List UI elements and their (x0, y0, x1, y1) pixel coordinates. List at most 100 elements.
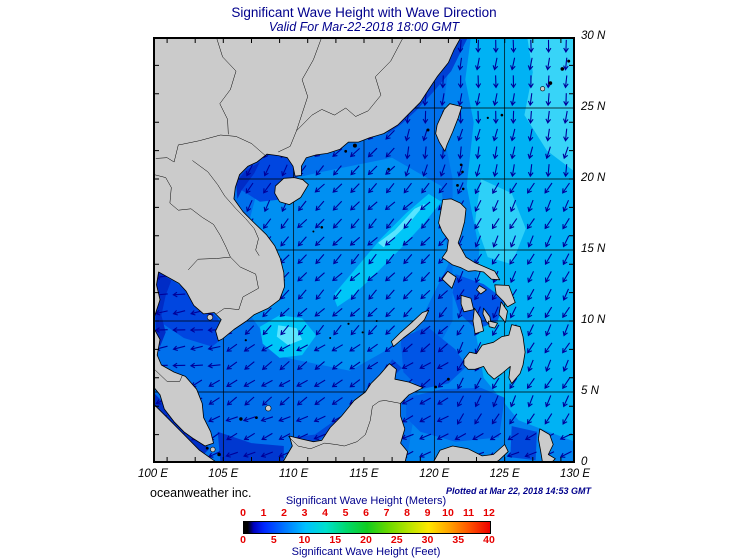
wave-shading-java-sea-dark (217, 431, 284, 463)
island-dot (205, 446, 209, 450)
landmass-luzon (438, 198, 501, 281)
island-dot (347, 322, 350, 325)
wave-shading-luzon-tongue-core (378, 203, 426, 248)
colorbar-feet-tick: 0 (240, 534, 246, 546)
island-dot (255, 416, 258, 419)
landmass-panay (460, 294, 475, 313)
island-dot (206, 314, 214, 321)
colorbar-feet-tick: 15 (329, 534, 342, 546)
colorbar-meters-tick: 8 (404, 507, 410, 519)
lat-tick-label: 5 N (581, 385, 599, 397)
island-dot (459, 163, 463, 167)
island-dot (361, 331, 364, 334)
island-dot (426, 128, 430, 132)
island-dot (567, 59, 571, 63)
colorbar-meters-tick: 2 (281, 507, 287, 519)
island-dot (434, 385, 438, 389)
colorbar-feet-tick: 40 (483, 534, 495, 546)
colorbar-gradient (243, 521, 491, 534)
island-dot (329, 337, 332, 339)
colorbar-meters-tick: 9 (424, 507, 431, 519)
island-dot (447, 377, 450, 381)
chart-subtitle: Valid For Mar-22-2018 18:00 GMT (268, 20, 460, 34)
map-frame (153, 37, 575, 463)
landmass-samar (494, 284, 516, 308)
island-dot (217, 452, 221, 457)
colorbar-feet-title: Significant Wave Height (Feet) (291, 546, 441, 558)
colorbar-feet-tick: 20 (360, 534, 372, 546)
island-dot (244, 339, 247, 342)
landmass-palawan (390, 309, 430, 348)
lon-tick-label: 105 E (208, 468, 239, 480)
island-dot (387, 167, 390, 171)
colorbar-meters-tick: 6 (363, 507, 369, 519)
degree-ticks (155, 39, 573, 461)
country-border (154, 174, 231, 258)
landmass-sumatra (153, 402, 219, 463)
map-canvas (153, 37, 575, 463)
island-dot (239, 417, 243, 421)
country-border (287, 400, 401, 450)
landmass-taiwan (435, 103, 463, 152)
colorbar-feet-tick: 5 (270, 534, 277, 546)
landmass-bohol (488, 320, 499, 329)
lat-tick-label: 30 N (581, 30, 606, 42)
colorbar-feet-tick: 10 (298, 534, 311, 546)
colorbar-meters-tick: 5 (342, 507, 349, 519)
wave-shading-sulu-sea (400, 326, 467, 390)
colorbar-meters-tick: 10 (442, 507, 454, 519)
lat-tick-label: 0 (581, 456, 588, 468)
lat-tick-label: 10 N (581, 314, 606, 326)
country-border (154, 369, 183, 382)
lon-tick-label: 130 E (559, 468, 591, 480)
country-border (216, 37, 237, 135)
island-dot (540, 86, 546, 92)
colorbar-meters-tick: 1 (260, 507, 267, 519)
lon-tick-label: 115 E (349, 468, 379, 480)
island-dot (312, 230, 315, 233)
country-border (296, 37, 404, 131)
country-border (188, 256, 259, 315)
colorbar-feet-tick: 30 (421, 534, 434, 546)
map-area (153, 37, 575, 463)
island-dot (320, 226, 324, 229)
island-dot (265, 405, 272, 412)
lat-tick-label: 20 N (581, 172, 606, 184)
island-dot (456, 184, 459, 187)
landmass-mindoro (441, 270, 457, 289)
lat-tick-label: 15 N (581, 243, 606, 255)
lat-tick-label: 25 N (581, 101, 606, 113)
wave-shading-tonkin-fringe (236, 162, 260, 199)
landmass-negros (472, 307, 485, 335)
wave-shading-gulf-thailand (155, 271, 227, 347)
country-border (278, 37, 323, 153)
colorbar-feet-tick: 25 (390, 534, 403, 546)
island-dot (500, 113, 504, 117)
colorbar-meters-tick: 0 (240, 507, 246, 519)
landmass-halmahera (537, 428, 556, 463)
lon-tick-label: 110 E (279, 468, 309, 480)
lon-tick-label: 125 E (489, 468, 520, 480)
landmass-malay-peninsula (153, 326, 214, 447)
colorbar-meters-tick: 7 (383, 507, 390, 519)
wave-shading-molucca (510, 426, 537, 461)
chart-title: Significant Wave Height with Wave Direct… (231, 5, 497, 20)
lon-tick-label: 120 E (419, 468, 450, 480)
island-dot (486, 116, 489, 119)
landmass-leyte (498, 301, 508, 323)
colorbar-feet-tick: 35 (452, 534, 465, 546)
landmass-borneo (281, 363, 424, 463)
landmass-mindanao (463, 324, 526, 384)
island-dot (344, 149, 348, 153)
country-border (192, 160, 260, 256)
wave-shading-visayan-seas (452, 274, 505, 330)
landmass-hainan (274, 177, 309, 206)
wave-shading-ne-corner-light (524, 37, 575, 172)
colorbar-meters-title: Significant Wave Height (Meters) (285, 495, 447, 507)
island-dot (210, 446, 216, 453)
landmass-masbate (476, 285, 487, 295)
island-dot (560, 67, 565, 71)
landmass-asia-mainland (153, 37, 462, 342)
island-dot (548, 81, 553, 85)
colorbar-meters-tick: 11 (462, 507, 475, 519)
